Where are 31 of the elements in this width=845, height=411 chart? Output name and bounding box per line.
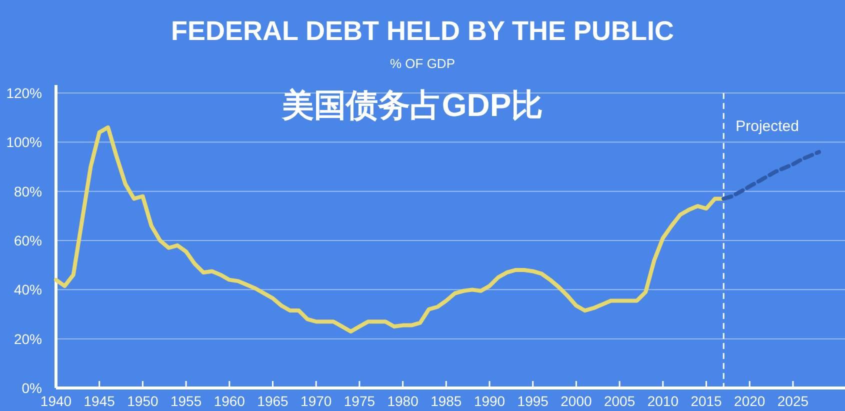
x-tick-label: 1960: [214, 393, 246, 409]
x-tick-label: 1990: [474, 393, 506, 409]
ref-line-label: Projected: [736, 118, 799, 135]
y-tick-label: 100%: [6, 134, 42, 150]
x-tick-label: 2000: [560, 393, 592, 409]
y-tick-label: 80%: [14, 183, 42, 200]
x-tick-label: 1950: [127, 393, 158, 409]
y-tick-label: 0%: [22, 380, 42, 396]
x-tick-label: 1970: [300, 393, 332, 409]
x-tick-label: 2025: [777, 393, 809, 409]
line-series: [722, 150, 821, 201]
x-tick-label: 2005: [604, 393, 636, 409]
line-series: [54, 125, 726, 334]
x-tick-label: 1945: [84, 393, 116, 409]
y-tick-label: 60%: [14, 232, 42, 248]
x-tick-label: 1940: [40, 393, 72, 409]
x-tick-label: 1985: [430, 393, 462, 409]
y-tick-label: 40%: [14, 282, 42, 298]
chart-subtitle: % OF GDP: [390, 56, 456, 71]
x-tick-label: 2020: [734, 393, 766, 409]
x-tick-label: 2010: [647, 393, 679, 409]
annotation: 美国债务占GDP比: [280, 87, 544, 123]
x-tick-label: 1965: [257, 393, 289, 409]
chart-title: FEDERAL DEBT HELD BY THE PUBLIC: [170, 16, 674, 46]
x-tick-label: 2015: [690, 393, 722, 409]
x-tick-label: 1975: [344, 393, 376, 409]
x-tick-label: 1955: [170, 393, 202, 409]
y-tick-label: 120%: [6, 85, 42, 101]
x-tick-label: 1980: [387, 393, 419, 409]
y-tick-label: 20%: [14, 330, 42, 347]
x-tick-label: 1995: [517, 393, 549, 409]
